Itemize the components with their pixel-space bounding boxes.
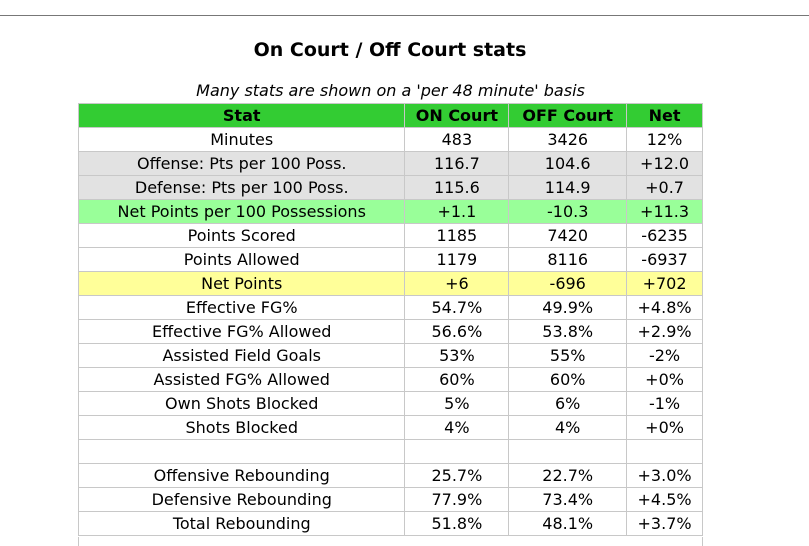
cell-on-court: 25.7%: [404, 463, 510, 488]
cell-on-court: 60%: [404, 367, 510, 392]
table-body: Minutes 483 3426 12% Offense: Pts per 100 Po…: [77, 127, 703, 536]
cell-stat-name: Shots Blocked: [77, 415, 406, 440]
cell-stat-name: Effective FG%: [77, 295, 406, 320]
cell-off-court: -696: [508, 271, 628, 296]
table-row: Effective FG% Allowed 56.6% 53.8% +2.9%: [77, 319, 703, 344]
header-stat: Stat: [77, 103, 406, 128]
cell-on-court: 115.6: [404, 175, 510, 200]
cell-off-court: 49.9%: [508, 295, 628, 320]
spacer-row: [77, 439, 703, 464]
table-caption: Many stats are shown on a 'per 48 minute…: [196, 81, 585, 100]
cell-stat-name: Defense: Pts per 100 Poss.: [77, 175, 406, 200]
cell-stat-name: Points Scored: [77, 223, 406, 248]
table-row: Shots Blocked 4% 4% +0%: [77, 415, 703, 440]
cell-stat-name: Net Points per 100 Possessions: [77, 199, 406, 224]
cell-on-court: +6: [404, 271, 510, 296]
page-title: On Court / Off Court stats: [253, 39, 527, 61]
cell-stat-name: Total Rebounding: [77, 511, 406, 536]
cell-stat-name: Offense: Pts per 100 Poss.: [77, 151, 406, 176]
cell-off-court: 104.6: [508, 151, 628, 176]
cell-on-court: 77.9%: [404, 487, 510, 512]
cell-on-court: 53%: [404, 343, 510, 368]
cell-on-court: 1185: [404, 223, 510, 248]
cell-net: +0%: [626, 415, 703, 440]
cell-net: +2.9%: [626, 319, 703, 344]
cell-off-court: [508, 439, 628, 464]
cell-off-court: 60%: [508, 367, 628, 392]
cell-on-court: 116.7: [404, 151, 510, 176]
table-row: Defense: Pts per 100 Poss. 115.6 114.9 +0.7: [77, 175, 703, 200]
cell-net: -1%: [626, 391, 703, 416]
cell-net: -6937: [626, 247, 703, 272]
table-row: Defensive Rebounding 77.9% 73.4% +4.5%: [77, 487, 703, 512]
table-row: Assisted FG% Allowed 60% 60% +0%: [77, 367, 703, 392]
cell-off-court: 55%: [508, 343, 628, 368]
table-row: Points Scored 1185 7420 -6235: [77, 223, 703, 248]
cell-off-court: 53.8%: [508, 319, 628, 344]
cell-net: -6235: [626, 223, 703, 248]
cell-on-court: 4%: [404, 415, 510, 440]
cell-off-court: -10.3: [508, 199, 628, 224]
cell-net: +0%: [626, 367, 703, 392]
table-row: Net Points +6 -696 +702: [77, 271, 703, 296]
table-header-row: Stat ON Court OFF Court Net: [77, 103, 703, 128]
cell-off-court: 22.7%: [508, 463, 628, 488]
cell-on-court: 56.6%: [404, 319, 510, 344]
cell-off-court: 114.9: [508, 175, 628, 200]
cell-off-court: 4%: [508, 415, 628, 440]
header-on-court: ON Court: [404, 103, 510, 128]
table-row: Points Allowed 1179 8116 -6937: [77, 247, 703, 272]
cell-stat-name: Effective FG% Allowed: [77, 319, 406, 344]
cell-net: +11.3: [626, 199, 703, 224]
cell-net: +702: [626, 271, 703, 296]
cell-net: +4.5%: [626, 487, 703, 512]
cell-stat-name: Assisted FG% Allowed: [77, 367, 406, 392]
cell-net: 12%: [626, 127, 703, 152]
table-row: Total Rebounding 51.8% 48.1% +3.7%: [77, 511, 703, 536]
cell-stat-name: Minutes: [77, 127, 406, 152]
cell-stat-name: Defensive Rebounding: [77, 487, 406, 512]
table-row: Effective FG% 54.7% 49.9% +4.8%: [77, 295, 703, 320]
cell-stat-name: Points Allowed: [77, 247, 406, 272]
cell-on-court: 51.8%: [404, 511, 510, 536]
cell-net: +12.0: [626, 151, 703, 176]
cell-stat-name: Net Points: [77, 271, 406, 296]
cell-on-court: 5%: [404, 391, 510, 416]
cell-stat-name: Offensive Rebounding: [77, 463, 406, 488]
cell-net: [626, 439, 703, 464]
cell-off-court: 6%: [508, 391, 628, 416]
header-net: Net: [626, 103, 703, 128]
table-row: Offensive Rebounding 25.7% 22.7% +3.0%: [77, 463, 703, 488]
cell-on-court: 54.7%: [404, 295, 510, 320]
table-row: Assisted Field Goals 53% 55% -2%: [77, 343, 703, 368]
table-continuation: [78, 537, 703, 546]
cell-on-court: +1.1: [404, 199, 510, 224]
cell-net: +0.7: [626, 175, 703, 200]
cell-off-court: 3426: [508, 127, 628, 152]
cell-off-court: 73.4%: [508, 487, 628, 512]
table-row: Offense: Pts per 100 Poss. 116.7 104.6 +12.…: [77, 151, 703, 176]
cell-off-court: 48.1%: [508, 511, 628, 536]
cell-net: +4.8%: [626, 295, 703, 320]
cell-on-court: 483: [404, 127, 510, 152]
cell-stat-name: [77, 439, 406, 464]
cell-on-court: [404, 439, 510, 464]
table-row: Minutes 483 3426 12%: [77, 127, 703, 152]
cell-net: -2%: [626, 343, 703, 368]
cell-off-court: 7420: [508, 223, 628, 248]
cell-net: +3.0%: [626, 463, 703, 488]
cell-on-court: 1179: [404, 247, 510, 272]
on-off-stats-table: Stat ON Court OFF Court Net Minutes 483 34…: [77, 103, 703, 536]
cell-net: +3.7%: [626, 511, 703, 536]
top-divider: [0, 15, 809, 16]
header-off-court: OFF Court: [508, 103, 628, 128]
cell-stat-name: Assisted Field Goals: [77, 343, 406, 368]
table-row: Net Points per 100 Possessions +1.1 -10.3 +…: [77, 199, 703, 224]
table-row: Own Shots Blocked 5% 6% -1%: [77, 391, 703, 416]
cell-off-court: 8116: [508, 247, 628, 272]
cell-stat-name: Own Shots Blocked: [77, 391, 406, 416]
